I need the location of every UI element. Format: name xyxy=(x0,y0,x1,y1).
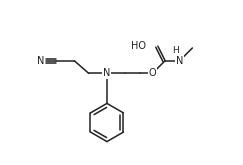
Text: H: H xyxy=(172,46,179,55)
Text: HO: HO xyxy=(131,41,146,51)
Text: N: N xyxy=(176,56,183,66)
Text: N: N xyxy=(103,68,111,78)
Text: N: N xyxy=(37,56,44,66)
Text: O: O xyxy=(148,68,156,78)
